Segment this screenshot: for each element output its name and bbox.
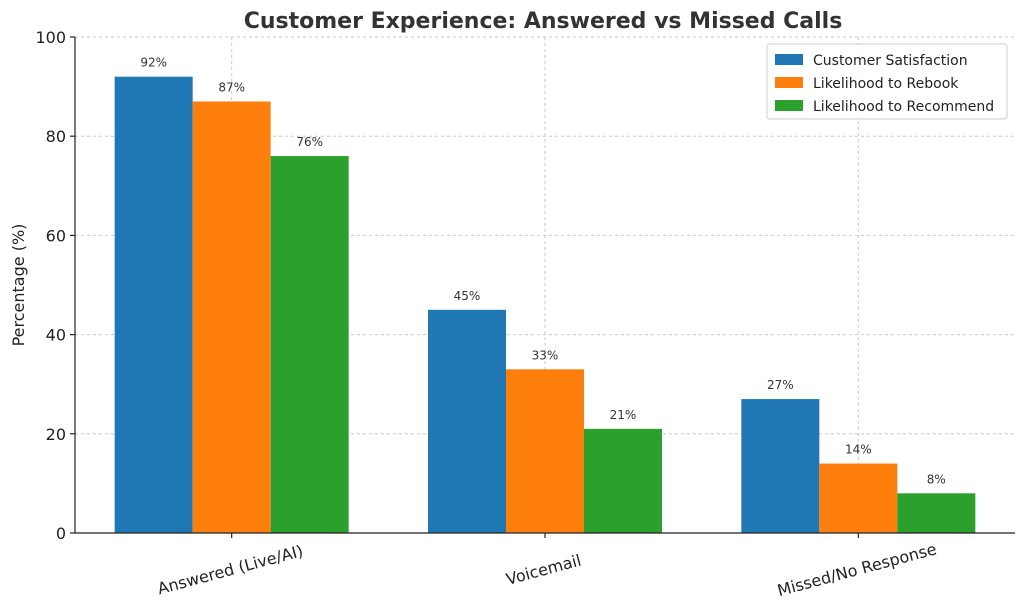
bar xyxy=(897,493,976,533)
bar-value-label: 21% xyxy=(610,408,637,422)
bar xyxy=(270,156,349,534)
legend-label: Likelihood to Recommend xyxy=(813,99,994,115)
bar xyxy=(741,399,820,533)
y-tick-label: 40 xyxy=(46,326,66,345)
bars xyxy=(114,76,976,534)
bar-value-label: 8% xyxy=(927,472,946,486)
bar-value-label: 27% xyxy=(767,378,794,392)
bar xyxy=(428,309,506,533)
x-category-label: Voicemail xyxy=(504,551,583,589)
bar xyxy=(192,101,271,533)
legend-label: Customer Satisfaction xyxy=(813,53,968,69)
y-tick-label: 60 xyxy=(46,226,66,245)
bar-value-label: 33% xyxy=(532,348,559,362)
y-tick-label: 0 xyxy=(56,524,66,543)
legend: Customer Satisfaction Likelihood to Reboo… xyxy=(766,43,1008,120)
bar-value-label: 92% xyxy=(140,56,167,70)
legend-swatch xyxy=(775,54,803,65)
axes xyxy=(70,36,1015,538)
y-tick-label: 80 xyxy=(46,127,66,146)
bar-value-label: 76% xyxy=(296,135,323,149)
x-category-label: Answered (Live/AI) xyxy=(155,541,305,598)
y-tick-label: 20 xyxy=(46,425,66,444)
bar xyxy=(506,369,584,533)
data-labels: 92% 87% 76% 45% 33% 21% 27% 14% 8% xyxy=(140,56,946,487)
legend-box xyxy=(766,43,1008,120)
legend-swatch xyxy=(775,100,803,111)
y-tick-label: 100 xyxy=(35,28,66,47)
bar-value-label: 87% xyxy=(218,80,245,94)
bar xyxy=(819,463,898,533)
y-axis-title: Percentage (%) xyxy=(9,224,28,347)
bar-value-label: 14% xyxy=(845,443,872,457)
legend-swatch xyxy=(775,77,803,88)
bar xyxy=(114,76,193,534)
x-category-labels: Answered (Live/AI) Voicemail Missed/No Res… xyxy=(155,539,938,600)
chart-title: Customer Experience: Answered vs Missed … xyxy=(244,9,843,34)
legend-label: Likelihood to Rebook xyxy=(813,76,959,92)
y-tick-labels: 0 20 40 60 80 100 xyxy=(35,28,66,543)
x-category-label: Missed/No Response xyxy=(775,539,938,600)
bar-value-label: 45% xyxy=(454,289,481,303)
bar xyxy=(584,428,662,533)
